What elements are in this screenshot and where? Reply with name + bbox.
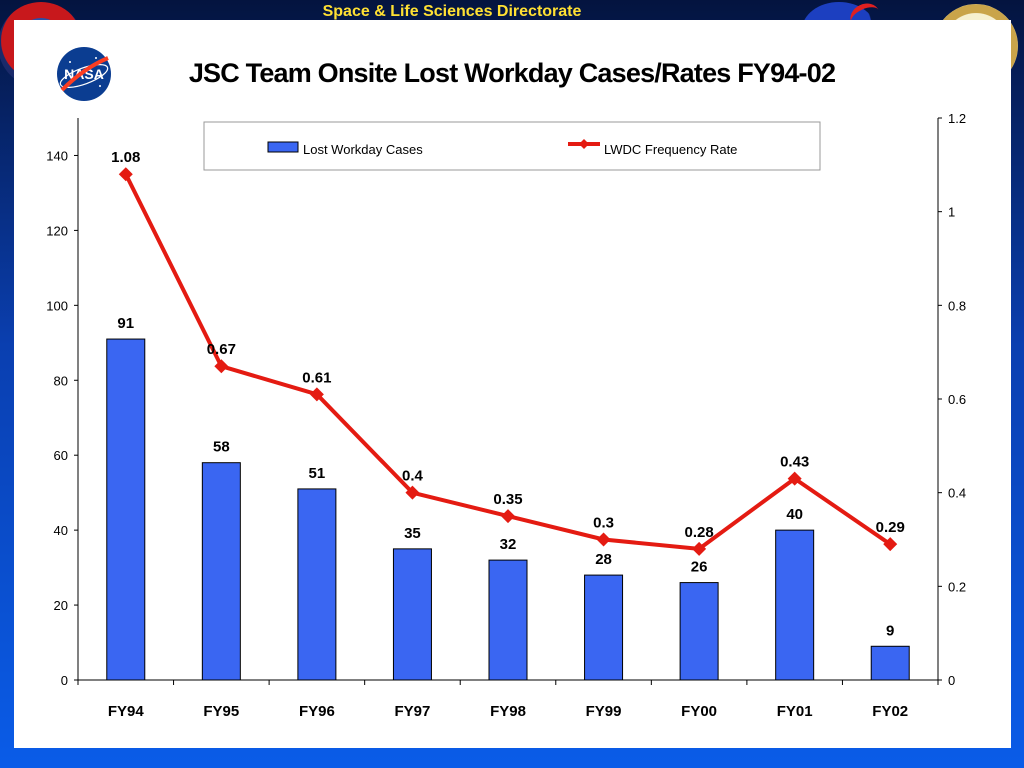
right-axis-tick-label: 0.8 — [948, 298, 966, 313]
bar-lost-workday-cases — [297, 488, 337, 681]
x-axis-tick-label: FY94 — [108, 703, 145, 720]
x-axis-tick-label: FY95 — [203, 703, 239, 720]
right-axis-tick-label: 0.2 — [948, 579, 966, 594]
bar-data-label: 9 — [886, 622, 894, 639]
directorate-title: Space & Life Sciences Directorate — [322, 3, 582, 20]
line-point-marker — [118, 167, 133, 182]
bar-data-label: 91 — [117, 315, 134, 332]
line-point-marker — [692, 541, 707, 556]
bar-data-label: 58 — [213, 439, 230, 456]
right-axis-tick-label: 1.2 — [948, 111, 966, 126]
x-axis-tick-label: FY01 — [777, 703, 813, 720]
line-data-label: 0.35 — [493, 491, 522, 508]
bar-lost-workday-cases — [201, 462, 241, 681]
line-data-label: 0.28 — [685, 524, 714, 541]
left-axis-tick-label: 100 — [46, 298, 68, 313]
bar-lost-workday-cases — [392, 548, 432, 681]
bar-lost-workday-cases — [584, 574, 624, 681]
left-axis-tick-label: 140 — [46, 148, 68, 163]
bar-lost-workday-cases — [106, 338, 146, 681]
line-point-marker — [787, 471, 802, 486]
legend-label-line: LWDC Frequency Rate — [604, 142, 737, 157]
line-data-label: 0.3 — [593, 515, 614, 532]
bar-data-label: 35 — [404, 525, 421, 542]
bar-data-label: 51 — [309, 465, 326, 482]
left-axis-tick-label: 0 — [61, 673, 68, 688]
left-axis-tick-label: 20 — [54, 598, 68, 613]
right-axis-tick-label: 0.6 — [948, 392, 966, 407]
bar-data-label: 28 — [595, 551, 612, 568]
legend-swatch-bar — [267, 141, 299, 153]
line-point-marker — [883, 537, 898, 552]
line-data-label: 1.08 — [111, 149, 140, 166]
line-data-label: 0.67 — [207, 341, 236, 358]
x-axis-tick-label: FY00 — [681, 703, 717, 720]
legend-label-bar: Lost Workday Cases — [303, 142, 423, 157]
bar-lost-workday-cases — [679, 582, 719, 681]
bar-data-label: 32 — [500, 536, 517, 553]
nasa-logo: NASA — [57, 47, 111, 101]
line-point-marker — [501, 509, 515, 524]
line-point-marker — [405, 485, 420, 500]
legend-box — [203, 121, 821, 171]
left-axis-tick-label: 120 — [46, 223, 68, 238]
line-point-marker — [596, 532, 611, 547]
bar-data-label: 26 — [691, 559, 708, 576]
right-axis-tick-label: 0 — [948, 673, 955, 688]
legend-swatch-marker — [579, 139, 589, 149]
x-axis-tick-label: FY99 — [586, 703, 622, 720]
left-axis-tick-label: 60 — [54, 448, 68, 463]
left-axis-tick-label: 40 — [54, 523, 68, 538]
x-axis-tick-label: FY97 — [395, 703, 431, 720]
line-data-label: 0.43 — [780, 454, 809, 471]
line-point-marker — [214, 359, 229, 374]
line-data-label: 0.29 — [876, 519, 905, 536]
x-axis-tick-label: FY96 — [299, 703, 335, 720]
left-axis-tick-label: 80 — [54, 373, 68, 388]
x-axis-tick-label: FY98 — [490, 703, 526, 720]
line-data-label: 0.4 — [402, 468, 424, 485]
bar-lost-workday-cases — [488, 559, 528, 681]
chart-title: JSC Team Onsite Lost Workday Cases/Rates… — [188, 58, 836, 88]
bar-lost-workday-cases — [870, 645, 910, 681]
line-data-label: 0.61 — [302, 369, 331, 386]
bar-lost-workday-cases — [775, 529, 815, 681]
right-axis-tick-label: 1 — [948, 205, 955, 220]
x-axis-tick-label: FY02 — [872, 703, 908, 720]
right-axis-tick-label: 0.4 — [948, 486, 966, 501]
bar-data-label: 40 — [786, 506, 803, 523]
line-point-marker — [309, 387, 324, 402]
